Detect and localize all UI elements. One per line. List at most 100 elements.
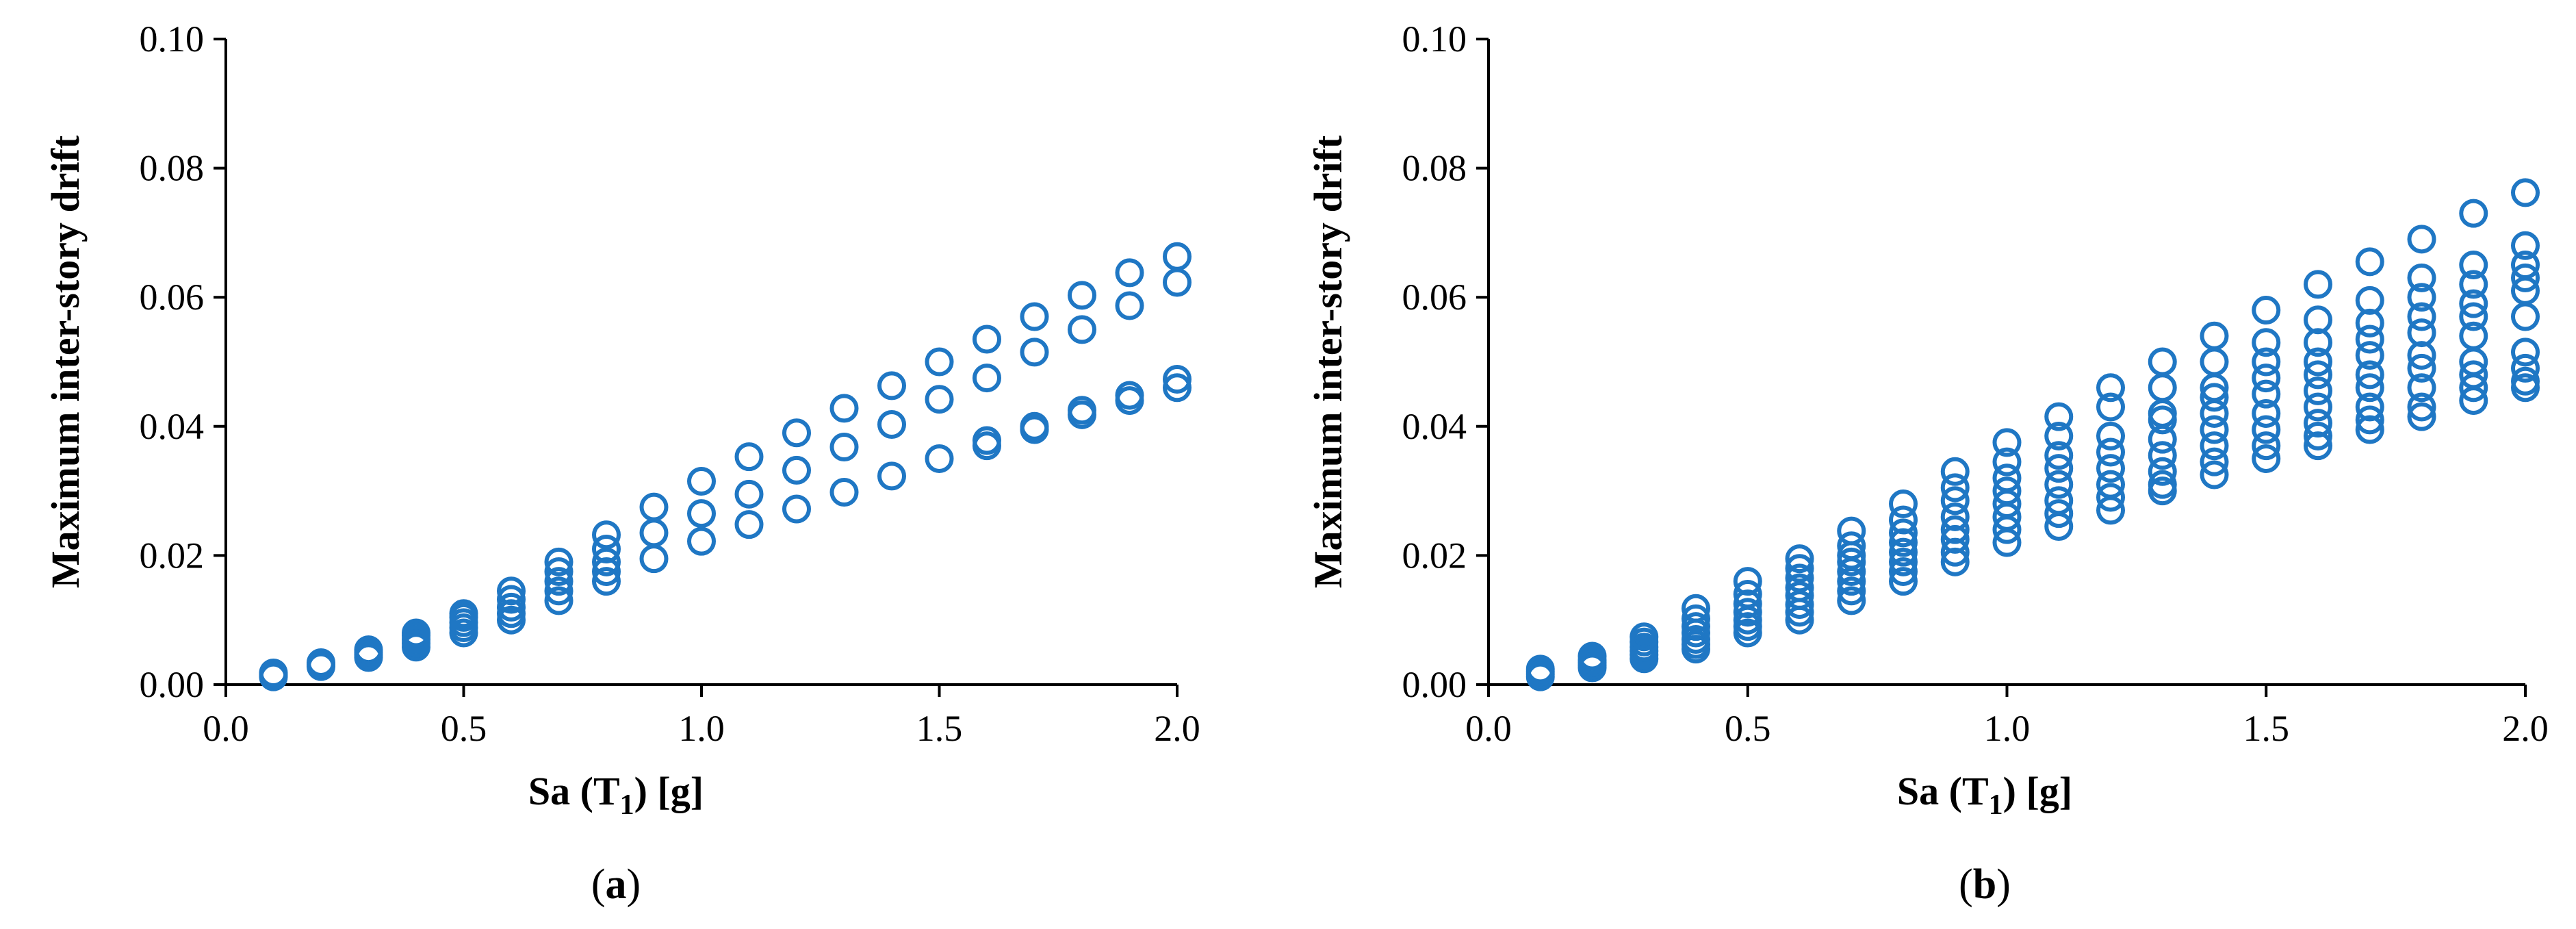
panel-label-open: ( <box>1959 861 1973 908</box>
data-point <box>2459 251 2488 280</box>
data-point <box>592 520 621 550</box>
data-point <box>1785 544 1814 574</box>
data-point <box>2355 405 2384 435</box>
data-point <box>1889 505 1918 535</box>
data-point <box>1682 612 1710 641</box>
data-point <box>1733 567 1762 596</box>
data-point <box>2459 270 2488 299</box>
panel-label-close: ) <box>1996 861 2011 908</box>
data-point <box>1115 291 1144 320</box>
data-point <box>2459 360 2488 390</box>
data-point <box>2355 392 2384 422</box>
data-point <box>1889 567 1918 596</box>
data-point <box>2407 392 2436 422</box>
data-point <box>2304 305 2332 335</box>
x-tick-label: 0.5 <box>441 708 487 749</box>
data-point <box>2304 360 2332 390</box>
panel-label-letter: a <box>606 861 627 908</box>
data-point <box>2148 441 2177 470</box>
data-point <box>1068 396 1096 425</box>
data-point <box>782 494 811 524</box>
data-point <box>2200 447 2229 476</box>
data-point <box>829 394 859 423</box>
data-point <box>2044 499 2074 529</box>
data-point <box>2511 302 2540 331</box>
data-point <box>544 586 574 615</box>
data-point <box>829 477 859 507</box>
y-tick-label: 0.04 <box>1402 406 1467 447</box>
x-tick-label: 0.0 <box>1465 708 1512 749</box>
data-point <box>2407 302 2436 331</box>
y-tick-label: 0.08 <box>140 148 205 189</box>
data-point <box>1940 515 1970 544</box>
data-point <box>1940 486 1970 516</box>
data-point <box>1889 518 1918 548</box>
data-point <box>307 648 335 677</box>
data-point <box>2304 421 2332 450</box>
data-point <box>2355 247 2384 277</box>
data-point <box>2511 251 2540 280</box>
data-point <box>449 599 478 628</box>
data-point <box>2511 231 2540 260</box>
data-point <box>1733 579 1762 609</box>
data-point <box>1837 586 1866 615</box>
data-point <box>497 585 526 614</box>
data-point <box>1889 547 1918 576</box>
data-point <box>2407 283 2436 312</box>
data-point <box>1630 622 1659 652</box>
data-point <box>2252 398 2281 428</box>
data-point <box>2096 437 2125 467</box>
data-point <box>2459 199 2488 228</box>
x-axis-title: Sa (T1) [g] <box>528 769 704 821</box>
data-point <box>2200 460 2229 489</box>
data-point <box>1115 381 1144 410</box>
data-point <box>2252 379 2281 409</box>
data-point <box>2304 409 2332 438</box>
x-tick-label: 0.0 <box>203 708 249 749</box>
data-point <box>1682 604 1710 633</box>
data-point <box>1525 654 1555 684</box>
data-point <box>1163 373 1192 403</box>
data-point <box>1889 489 1918 518</box>
x-axis-title-rest: ) [g] <box>634 769 704 813</box>
chart-panel-b: 0.00 0.02 0.04 0.06 0.08 0.10 0.0 0.5 1.0 1.5 2.0 M… <box>1306 18 2549 908</box>
x-tick-label: 0.5 <box>1725 708 1771 749</box>
data-point <box>2148 347 2177 377</box>
data-point <box>2355 324 2384 354</box>
y-tick-label: 0.00 <box>140 664 205 705</box>
data-point <box>2355 341 2384 370</box>
y-tick-label: 0.10 <box>140 18 205 60</box>
data-point <box>2044 441 2074 470</box>
data-point <box>2096 421 2125 450</box>
data-point <box>1020 338 1049 367</box>
data-point <box>2096 392 2125 422</box>
data-point <box>639 518 669 548</box>
x-tick-label: 1.0 <box>1984 708 2031 749</box>
data-point <box>2511 353 2540 383</box>
chart-panel-a: 0.00 0.02 0.04 0.06 0.08 0.10 0.0 0.5 1.0 1.5 2.0 M… <box>43 18 1200 908</box>
data-point <box>592 567 621 596</box>
y-tick-label: 0.02 <box>1402 535 1467 576</box>
data-point <box>2200 431 2229 461</box>
x-tick-label: 1.0 <box>678 708 725 749</box>
x-tick-label: 1.5 <box>2243 708 2290 749</box>
data-point <box>2200 321 2229 351</box>
data-point <box>2044 402 2074 431</box>
data-point <box>2044 470 2074 499</box>
x-tick-label: 2.0 <box>2502 708 2549 749</box>
data-point <box>2407 263 2436 292</box>
x-axis-title-base: Sa (T <box>1897 769 1989 813</box>
data-point <box>2148 373 2177 403</box>
data-point <box>973 426 1001 455</box>
x-axis-title-base: Sa (T <box>528 769 620 813</box>
data-point <box>592 534 621 563</box>
data-point <box>687 499 716 529</box>
data-point <box>402 618 430 648</box>
data-point <box>1940 473 1970 502</box>
data-point <box>1837 576 1866 606</box>
data-point <box>1940 502 1970 531</box>
data-point <box>1733 598 1762 627</box>
data-point <box>1577 641 1607 671</box>
data-point <box>1163 242 1192 271</box>
x-tick-label: 1.5 <box>916 708 963 749</box>
